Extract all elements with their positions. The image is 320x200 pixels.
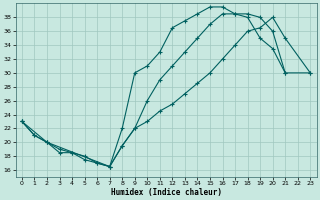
X-axis label: Humidex (Indice chaleur): Humidex (Indice chaleur) (111, 188, 221, 197)
